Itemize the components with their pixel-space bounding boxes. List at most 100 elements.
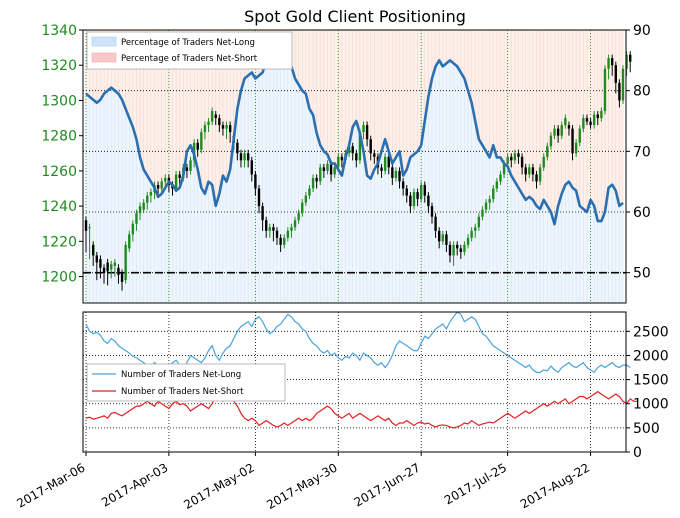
candle-body bbox=[528, 167, 531, 175]
candle-body bbox=[513, 153, 517, 161]
candle-body bbox=[138, 206, 142, 214]
x-tick-label: 2017-May-30 bbox=[264, 460, 339, 512]
candle-body bbox=[387, 156, 390, 168]
candle-body bbox=[459, 248, 463, 252]
candle-body bbox=[369, 139, 372, 154]
candle-body bbox=[603, 68, 607, 112]
count-tick-label: 0 bbox=[633, 445, 642, 461]
candle-body bbox=[84, 220, 88, 231]
candle-body bbox=[297, 213, 300, 221]
candle-body bbox=[225, 125, 228, 129]
candle-body bbox=[218, 118, 221, 126]
candle-body bbox=[221, 125, 225, 129]
candle-body bbox=[585, 118, 589, 122]
candle-body bbox=[607, 58, 610, 69]
candle-body bbox=[556, 128, 560, 136]
candle-body bbox=[99, 258, 102, 268]
legend-label-count-long: Number of Traders Net-Long bbox=[121, 370, 241, 380]
candle-body bbox=[423, 184, 426, 196]
candle-body bbox=[207, 121, 210, 126]
candle-body bbox=[128, 234, 131, 249]
x-axis: 2017-Mar-06 2017-Apr-03 2017-May-02 2017-Ma… bbox=[14, 452, 592, 512]
candle-body bbox=[456, 244, 459, 249]
candle-body bbox=[113, 262, 117, 267]
candle-body bbox=[629, 54, 632, 62]
candle-body bbox=[621, 68, 625, 101]
candle-body bbox=[434, 216, 437, 231]
candle-body bbox=[484, 202, 488, 210]
candle-body bbox=[600, 111, 603, 119]
candle-body bbox=[311, 177, 315, 189]
candle-body bbox=[546, 146, 549, 157]
candle-body bbox=[506, 156, 509, 164]
candle-body bbox=[189, 160, 192, 171]
candle-body bbox=[394, 170, 398, 178]
candle-body bbox=[380, 167, 383, 171]
price-tick-label: 1300 bbox=[41, 93, 77, 109]
candle-body bbox=[517, 153, 520, 157]
price-tick-label: 1200 bbox=[41, 270, 77, 286]
candle-body bbox=[246, 153, 250, 161]
candle-body bbox=[365, 125, 369, 140]
candle-body bbox=[430, 206, 434, 217]
top-plot-frame bbox=[82, 29, 627, 304]
net-long-percent-line bbox=[85, 52, 624, 226]
candle-body bbox=[304, 195, 308, 203]
candle-body bbox=[228, 125, 232, 133]
candle-body bbox=[618, 82, 621, 101]
candle-body bbox=[279, 237, 282, 245]
candle-body bbox=[308, 188, 311, 196]
candle-body bbox=[445, 234, 448, 245]
candle-body bbox=[362, 125, 365, 133]
candle-body bbox=[495, 181, 499, 189]
percent-tick-label: 60 bbox=[633, 205, 651, 221]
price-tick-label: 1220 bbox=[41, 234, 77, 250]
candle-body bbox=[290, 227, 293, 231]
candle-body bbox=[329, 163, 333, 175]
candle-body bbox=[124, 244, 127, 281]
x-tick-label: 2017-Apr-03 bbox=[99, 460, 170, 509]
candle-body bbox=[261, 206, 264, 221]
count-tick-label: 2500 bbox=[633, 324, 669, 340]
candle-body bbox=[520, 156, 524, 168]
candle-body bbox=[470, 230, 473, 238]
bottom-legend-box bbox=[86, 363, 286, 402]
candle-body bbox=[236, 142, 239, 154]
candle-body bbox=[391, 167, 394, 178]
candle-body bbox=[499, 174, 502, 182]
candle-body bbox=[268, 227, 272, 231]
candle-body bbox=[160, 181, 163, 189]
candle-body bbox=[286, 230, 290, 238]
candle-body bbox=[401, 181, 405, 189]
chart-title: Spot Gold Client Positioning bbox=[244, 7, 466, 26]
candle-body bbox=[178, 174, 181, 178]
candle-body bbox=[131, 223, 135, 235]
candle-body bbox=[524, 167, 527, 175]
candle-body bbox=[625, 54, 628, 69]
legend-swatch-net-long bbox=[91, 36, 117, 47]
candle-body bbox=[210, 111, 214, 122]
candle-body bbox=[592, 114, 596, 126]
percent-tick-label: 50 bbox=[633, 266, 651, 282]
candle-body bbox=[463, 244, 466, 252]
candle-body bbox=[340, 156, 344, 161]
candle-body bbox=[351, 146, 354, 154]
candle-body bbox=[203, 125, 207, 133]
candle-body bbox=[146, 195, 149, 203]
top-legend: Percentage of Traders Net-Long Percentag… bbox=[86, 31, 293, 70]
candle-body bbox=[542, 156, 545, 168]
candle-body bbox=[110, 264, 113, 270]
candle-body bbox=[614, 65, 617, 83]
candle-body bbox=[477, 216, 481, 228]
candle-body bbox=[257, 188, 261, 207]
candle-body bbox=[326, 163, 329, 171]
candle-body bbox=[265, 220, 268, 231]
candle-body bbox=[214, 114, 217, 119]
top-legend-box bbox=[86, 31, 293, 70]
candle-body bbox=[589, 121, 592, 126]
count-tick-label: 500 bbox=[633, 421, 660, 437]
candle-body bbox=[578, 128, 581, 143]
candle-body bbox=[243, 153, 246, 161]
candle-body bbox=[574, 142, 578, 154]
